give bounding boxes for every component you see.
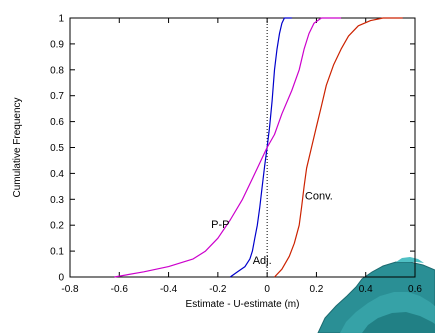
y-tick-label: 0.4 [50,169,64,180]
x-tick-label: 0.2 [309,284,323,295]
series-annotation: Adj. [253,255,272,267]
series-annotation: P-P [211,219,229,231]
series-line-p-p [114,17,342,278]
x-tick-label: 0 [264,284,270,295]
y-tick-label: 0.3 [50,195,64,206]
series-annotation: Conv. [305,190,333,202]
x-tick-label: -0.6 [111,284,129,295]
y-tick-label: 0.2 [50,221,64,232]
series-line-adj [229,17,292,278]
y-tick-label: 0.6 [50,117,64,128]
y-tick-label: 1 [58,14,64,25]
x-axis-label: Estimate - U-estimate (m) [186,299,300,310]
x-tick-label: -0.4 [160,284,178,295]
y-tick-label: 0.7 [50,91,64,102]
series-line-conv [274,17,403,278]
x-tick-label: -0.2 [209,284,227,295]
x-tick-label: 0.6 [408,284,422,295]
wave-logo-icon [317,257,435,333]
plot-area: -0.8 -0.6 -0.4 -0.2 0 0.2 0.4 0.6 0 0.1 0.2 0.3 0.4 0… [12,14,422,311]
y-tick-label: 0 [58,273,64,284]
y-tick-label: 0.8 [50,65,64,76]
x-tick-label: 0.4 [359,284,373,295]
y-tick-label: 0.9 [50,39,64,50]
y-tick-label: 0.1 [50,247,64,258]
x-tick-label: -0.8 [61,284,79,295]
y-tick-label: 0.5 [50,143,64,154]
plot-border [69,17,416,278]
y-axis-label: Cumulative Frequency [12,97,23,197]
